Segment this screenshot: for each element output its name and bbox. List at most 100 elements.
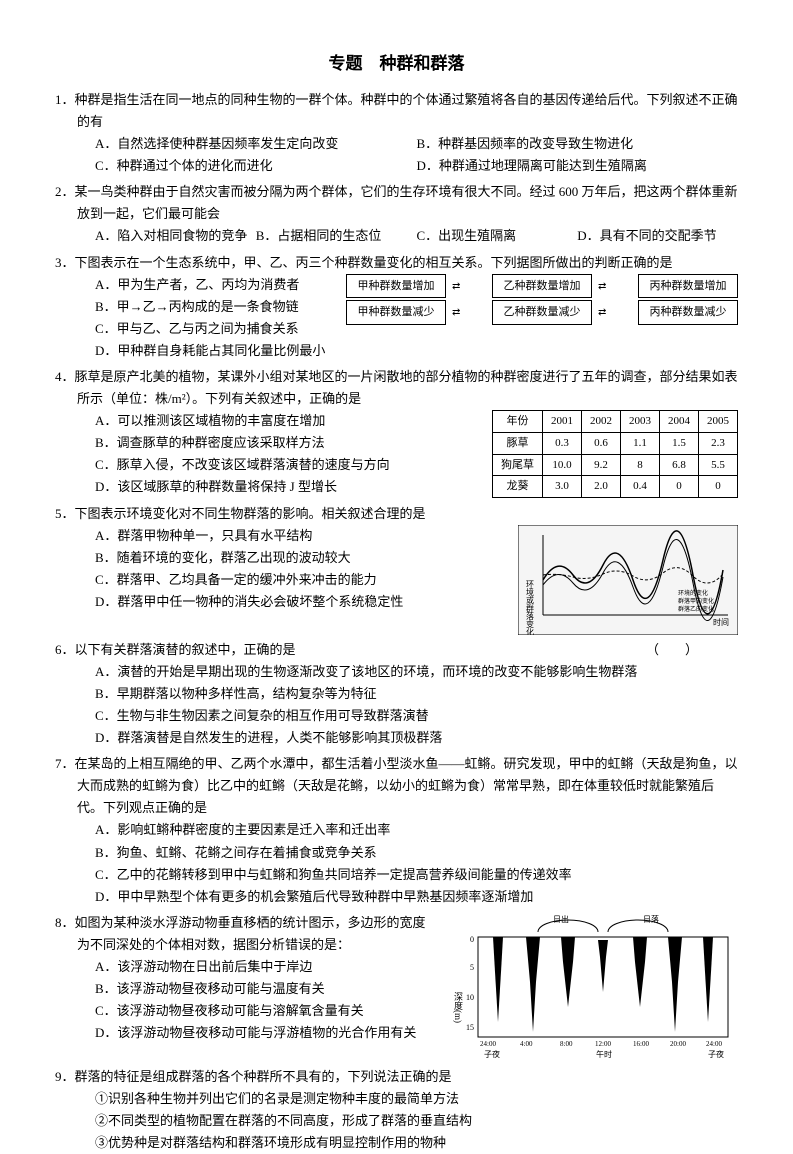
table-cell: 2001 xyxy=(543,411,582,433)
question-8: 8．如图为某种淡水浮游动物垂直移栖的统计图示，多边形的宽度为不同深处的个体相对数… xyxy=(55,912,738,1062)
q8-opt-a: A．该浮游动物在日出前后集中于岸边 xyxy=(55,956,438,978)
xtick: 4:00 xyxy=(520,1040,533,1048)
q3-figure: 甲种群数量增加 甲种群数量减少 ⇄⇄ 乙种群数量增加 乙种群数量减少 ⇄⇄ 丙种… xyxy=(346,274,738,325)
q1-stem: 1．种群是指生活在同一地点的同种生物的一群个体。种群中的个体通过繁殖将各自的基因… xyxy=(55,89,738,133)
table-cell: 0.6 xyxy=(582,432,621,454)
table-row: 豚草 0.3 0.6 1.1 1.5 2.3 xyxy=(493,432,738,454)
table-cell: 0 xyxy=(699,476,738,498)
xtick: 24:00 xyxy=(706,1040,722,1048)
q5-opt-d: D．群落甲中任一物种的消失必会破坏整个系统稳定性 xyxy=(55,591,508,613)
table-cell: 2005 xyxy=(699,411,738,433)
q7-stem: 7．在某岛的上相互隔绝的甲、乙两个水潭中，都生活着小型淡水鱼——虹鳉。研究发现，… xyxy=(55,753,738,819)
q6-opt-d: D．群落演替是自然发生的进程，人类不能够影响其顶极群落 xyxy=(55,727,738,749)
table-row: 龙葵 3.0 2.0 0.4 0 0 xyxy=(493,476,738,498)
xtick: 12:00 xyxy=(595,1040,611,1048)
table-cell: 2004 xyxy=(660,411,699,433)
table-cell: 5.5 xyxy=(699,454,738,476)
q4-opt-d: D．该区域豚草的种群数量将保持 J 型增长 xyxy=(55,476,482,498)
q4-opt-b: B．调查豚草的种群密度应该采取样方法 xyxy=(55,432,482,454)
q3-opt-b: B．甲→乙→丙构成的是一条食物链 xyxy=(55,296,336,318)
table-cell: 9.2 xyxy=(582,454,621,476)
xtick: 8:00 xyxy=(560,1040,573,1048)
answer-paren: （ ） xyxy=(668,639,698,661)
q8-opt-d: D．该浮游动物昼夜移动可能与浮游植物的光合作用有关 xyxy=(55,1022,438,1044)
table-cell: 豚草 xyxy=(493,432,543,454)
sun-arc xyxy=(608,920,668,932)
table-cell: 1.5 xyxy=(660,432,699,454)
xtick: 16:00 xyxy=(633,1040,649,1048)
question-5: 5．下图表示环境变化对不同生物群落的影响。相关叙述合理的是 A．群落甲物种单一，… xyxy=(55,503,738,635)
q1-opt-b: B．种群基因频率的改变导致生物进化 xyxy=(417,133,739,155)
table-cell: 6.8 xyxy=(660,454,699,476)
q4-stem: 4．豚草是原产北美的植物，某课外小组对某地区的一片闲散地的部分植物的种群密度进行… xyxy=(55,366,738,410)
q6-opt-a: A．演替的开始是早期出现的生物逐渐改变了该地区的环境，而环境的改变不能够影响生物… xyxy=(55,661,738,683)
question-2: 2．某一鸟类种群由于自然灾害而被分隔为两个群体，它们的生存环境有很大不同。经过 … xyxy=(55,181,738,247)
q1-opt-a: A．自然选择使种群基因频率发生定向改变 xyxy=(95,133,417,155)
table-cell: 10.0 xyxy=(543,454,582,476)
q1-opt-d: D．种群通过地理隔离可能达到生殖隔离 xyxy=(417,155,739,177)
q7-opt-d: D．甲中早熟型个体有更多的机会繁殖后代导致种群中早熟基因频率逐渐增加 xyxy=(55,886,738,908)
q4-table: 年份 2001 2002 2003 2004 2005 豚草 0.3 0.6 1… xyxy=(492,410,738,498)
chart-ylabel: 环境或群落变化 xyxy=(526,580,535,635)
question-4: 4．豚草是原产北美的植物，某课外小组对某地区的一片闲散地的部分植物的种群密度进行… xyxy=(55,366,738,499)
q2-opt-a: A．陷入对相同食物的竞争 xyxy=(95,225,256,247)
ytick: 15 xyxy=(466,1023,474,1032)
fig3-box-2a: 乙种群数量增加 xyxy=(492,274,592,299)
xtick: 24:00 xyxy=(480,1040,496,1048)
question-7: 7．在某岛的上相互隔绝的甲、乙两个水潭中，都生活着小型淡水鱼——虹鳉。研究发现，… xyxy=(55,753,738,908)
q3-opt-a: A．甲为生产者，乙、丙均为消费者 xyxy=(55,274,336,296)
xtick: 20:00 xyxy=(670,1040,686,1048)
table-cell: 狗尾草 xyxy=(493,454,543,476)
q2-opt-c: C．出现生殖隔离 xyxy=(417,225,578,247)
xlabel-mid: 午时 xyxy=(596,1049,612,1059)
table-row: 狗尾草 10.0 9.2 8 6.8 5.5 xyxy=(493,454,738,476)
fig3-arrows-1: ⇄⇄ xyxy=(452,274,486,325)
ytick: 10 xyxy=(466,993,474,1002)
chart-legend-3: 群落乙的变化 xyxy=(678,605,714,613)
table-cell: 1.1 xyxy=(621,432,660,454)
q7-opt-a: A．影响虹鳉种群密度的主要因素是迁入率和迁出率 xyxy=(55,819,738,841)
q6-opt-c: C．生物与非生物因素之间复杂的相互作用可导致群落演替 xyxy=(55,705,738,727)
question-1: 1．种群是指生活在同一地点的同种生物的一群个体。种群中的个体通过繁殖将各自的基因… xyxy=(55,89,738,177)
q3-opt-d: D．甲种群自身耗能占其同化量比例最小 xyxy=(55,340,336,362)
q6-stem: 6．以下有关群落演替的叙述中，正确的是（ ） xyxy=(55,639,738,661)
chart-legend-2: 群落甲的变化 xyxy=(678,597,714,605)
q9-sub-2: ②不同类型的植物配置在群落的不同高度，形成了群落的垂直结构 xyxy=(55,1110,738,1132)
table-cell: 2002 xyxy=(582,411,621,433)
chart-xlabel: 时间 xyxy=(713,617,729,627)
q3-stem: 3．下图表示在一个生态系统中，甲、乙、丙三个种群数量变化的相互关系。下列据图所做… xyxy=(55,252,738,274)
q1-opt-c: C．种群通过个体的进化而进化 xyxy=(95,155,417,177)
q9-sub-1: ①识别各种生物并列出它们的名录是测定物种丰度的最简单方法 xyxy=(55,1088,738,1110)
sun-label-r: 日落 xyxy=(643,914,659,924)
table-cell: 8 xyxy=(621,454,660,476)
q4-opt-c: C．豚草入侵，不改变该区域群落演替的速度与方向 xyxy=(55,454,482,476)
q8-opt-b: B．该浮游动物昼夜移动可能与温度有关 xyxy=(55,978,438,1000)
table-cell: 年份 xyxy=(493,411,543,433)
table-cell: 0.3 xyxy=(543,432,582,454)
chart-legend-1: 环境的变化 xyxy=(678,589,708,597)
q8-chart: 深度(m) 0 5 10 15 日出 日落 24:00 4:00 8:00 12… xyxy=(448,912,738,1062)
q4-opt-a: A．可以推测该区域植物的丰富度在增加 xyxy=(55,410,482,432)
table-cell: 3.0 xyxy=(543,476,582,498)
xlabel-l: 子夜 xyxy=(484,1049,500,1059)
table-row: 年份 2001 2002 2003 2004 2005 xyxy=(493,411,738,433)
chart8-ylabel: 深度(m) xyxy=(453,992,463,1023)
q5-opt-a: A．群落甲物种单一，只具有水平结构 xyxy=(55,525,508,547)
q8-opt-c: C．该浮游动物昼夜移动可能与溶解氧含量有关 xyxy=(55,1000,438,1022)
q5-opt-c: C．群落甲、乙均具备一定的缓冲外来冲击的能力 xyxy=(55,569,508,591)
table-cell: 0 xyxy=(660,476,699,498)
table-cell: 龙葵 xyxy=(493,476,543,498)
q5-chart: 环境或群落变化 环境的变化 群落甲的变化 群落乙的变化 时间 xyxy=(518,525,738,635)
q8-stem: 8．如图为某种淡水浮游动物垂直移栖的统计图示，多边形的宽度为不同深处的个体相对数… xyxy=(55,912,438,956)
question-9: 9．群落的特征是组成群落的各个种群所不具有的，下列说法正确的是 ①识别各种生物并… xyxy=(55,1066,738,1154)
ytick: 5 xyxy=(470,963,474,972)
fig3-box-1a: 甲种群数量增加 xyxy=(346,274,446,299)
q3-opt-c: C．甲与乙、乙与丙之间为捕食关系 xyxy=(55,318,336,340)
q9-stem: 9．群落的特征是组成群落的各个种群所不具有的，下列说法正确的是 xyxy=(55,1066,738,1088)
q9-sub-3: ③优势种是对群落结构和群落环境形成有明显控制作用的物种 xyxy=(55,1132,738,1154)
xlabel-r: 子夜 xyxy=(708,1049,724,1059)
fig3-box-1b: 甲种群数量减少 xyxy=(346,300,446,325)
q2-stem: 2．某一鸟类种群由于自然灾害而被分隔为两个群体，它们的生存环境有很大不同。经过 … xyxy=(55,181,738,225)
q2-opt-b: B．占据相同的生态位 xyxy=(256,225,417,247)
page-title: 专题 种群和群落 xyxy=(55,50,738,79)
